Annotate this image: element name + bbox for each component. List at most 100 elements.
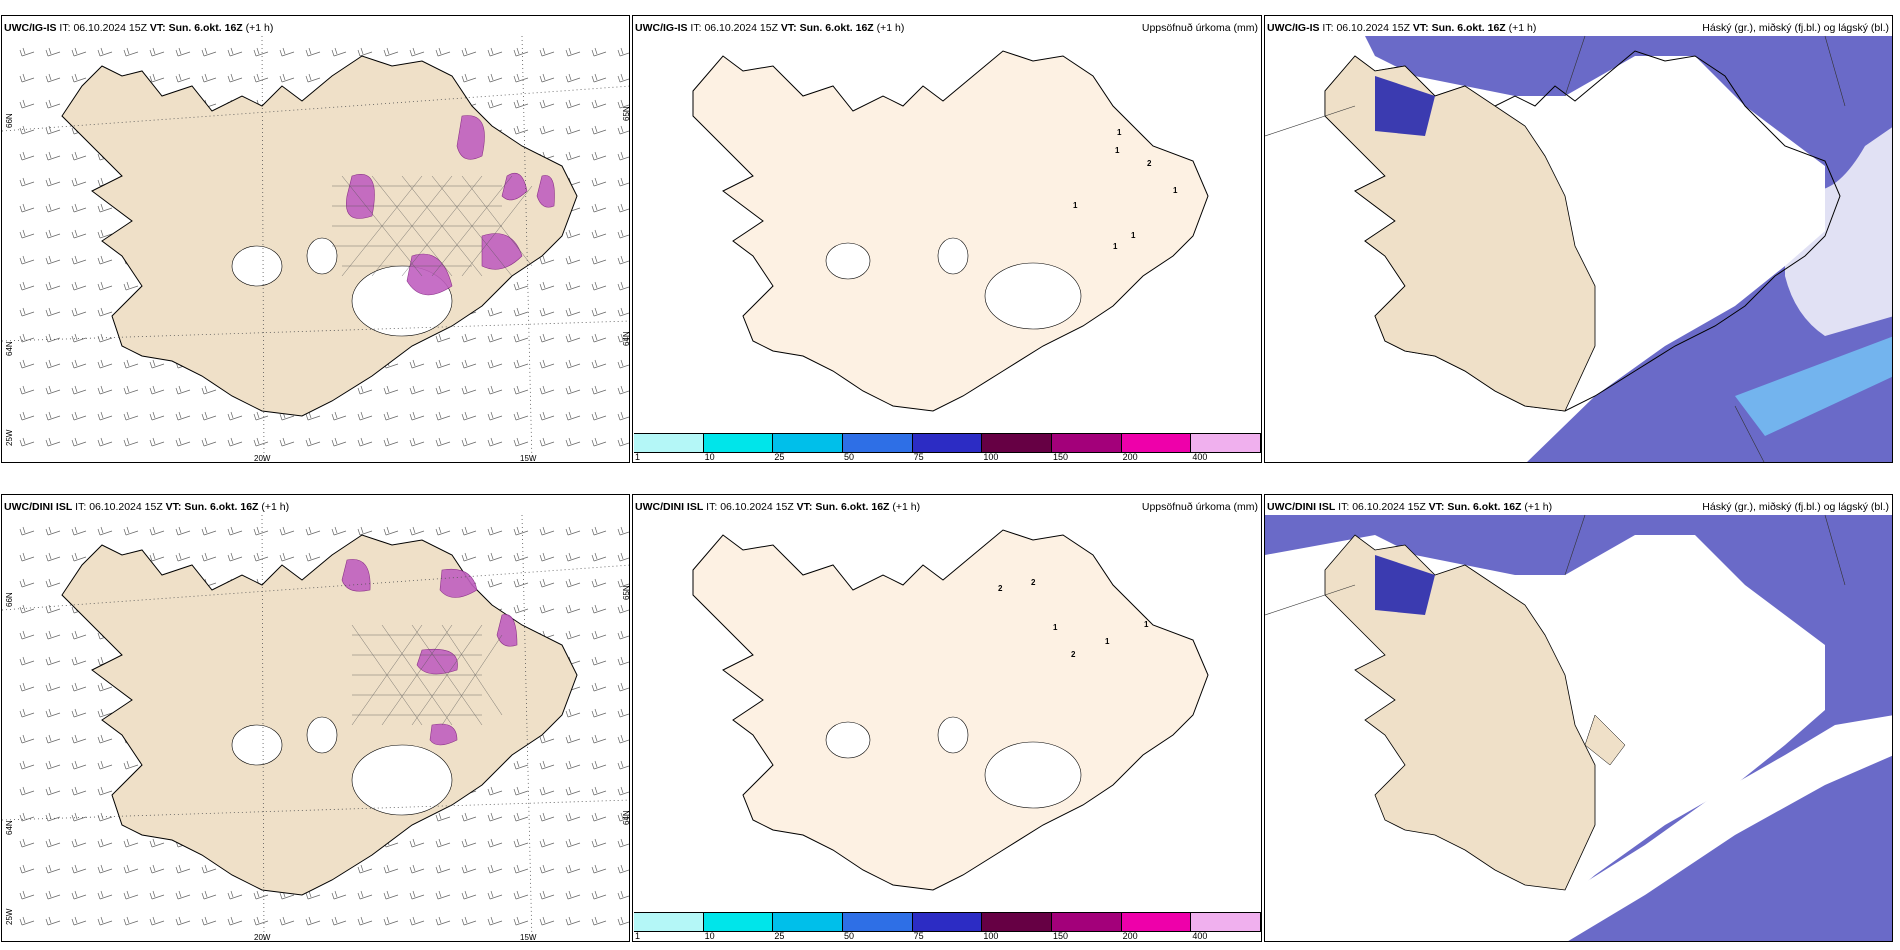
wind-barb [357,437,373,447]
wind-barb [513,526,529,536]
wind-barb [513,578,529,588]
wind-barb [19,333,35,343]
wind-barb [617,604,629,614]
wind-barb [565,47,581,57]
wind-barb [19,125,35,135]
wind-barb [71,47,87,57]
wind-barb [461,838,477,848]
wind-barb [539,734,555,744]
wind-barb [71,151,87,161]
wind-barb [513,604,529,614]
wind-barb [617,151,629,161]
wind-barb [617,47,629,57]
wind-barb [409,916,425,926]
wind-barb [71,177,87,187]
precip-point-label: 1 [1144,620,1149,629]
precip-point-label: 2 [998,584,1003,593]
wind-barb [617,437,629,447]
wind-barb [435,916,451,926]
wind-barb [19,916,35,926]
wind-barb [45,385,61,395]
wind-barb [123,526,139,536]
wind-barb [617,73,629,83]
wind-barb [565,812,581,822]
colorbar-label: 100 [983,931,999,941]
colorbar-label: 50 [844,931,855,941]
wind-barb [19,177,35,187]
wind-barb [539,437,555,447]
wind-barb [149,552,165,562]
colorbar-swatch [1052,913,1122,931]
wind-barb [591,99,607,109]
wind-barb [409,526,425,536]
panel-header: UWC/DINI ISL IT: 06.10.2024 15Z VT: Sun.… [1267,501,1553,513]
wind-barb [565,385,581,395]
wind-barb [513,890,529,900]
wind-barb [539,526,555,536]
panel-header: UWC/IG-IS IT: 06.10.2024 15Z VT: Sun. 6.… [4,22,274,34]
wind-barb [617,307,629,317]
wind-barb [383,526,399,536]
wind-barb [227,526,243,536]
wind-barb [487,437,503,447]
wind-barb [175,552,191,562]
wind-barb [71,760,87,770]
wind-barb [487,838,503,848]
wind-barb [565,760,581,770]
lon-label: 25W [5,908,14,925]
wind-barb [591,578,607,588]
wind-barb [487,307,503,317]
wind-barb [435,864,451,874]
lat-label: 64N [622,331,630,346]
wind-barb [71,526,87,536]
wind-barb [201,552,217,562]
colorbar-label: 400 [1192,931,1208,941]
wind-barb [617,359,629,369]
wind-barb [123,838,139,848]
wind-barb [513,786,529,796]
wind-barb [617,786,629,796]
wind-barb [461,411,477,421]
wind-barb [253,552,269,562]
map-panel-igis-clouds: UWC/IG-IS IT: 06.10.2024 15Z VT: Sun. 6.… [1264,15,1893,463]
wind-barb [591,281,607,291]
wind-barb [71,411,87,421]
wind-barb [539,890,555,900]
wind-barb [45,838,61,848]
wind-barb [513,437,529,447]
wind-barb [279,526,295,536]
wind-barb [565,552,581,562]
wind-barb [565,578,581,588]
precip-colorbar [634,912,1261,932]
wind-barb [513,359,529,369]
wind-barb [19,359,35,369]
wind-barb [279,552,295,562]
wind-barb [201,47,217,57]
wind-barb [19,708,35,718]
wind-barb [591,526,607,536]
wind-barb [45,890,61,900]
wind-barb [71,630,87,640]
wind-barb [409,359,425,369]
wind-barb [123,359,139,369]
wind-barb [71,281,87,291]
panel-header: UWC/DINI ISL IT: 06.10.2024 15Z VT: Sun.… [4,501,290,513]
wind-barb [305,73,321,83]
wind-barb [19,864,35,874]
colorbar-label: 200 [1122,452,1138,462]
colorbar-swatch [634,434,704,452]
wind-barb [617,890,629,900]
wind-barb [305,437,321,447]
colorbar-swatch [843,913,913,931]
wind-barb [45,177,61,187]
wind-barb [227,73,243,83]
wind-barb [617,125,629,135]
wind-barb [591,177,607,187]
iceland-map-precip [692,50,1209,412]
wind-barb [253,411,269,421]
wind-barb [617,708,629,718]
wind-barb [565,125,581,135]
wind-barb [201,73,217,83]
wind-barb [461,812,477,822]
wind-barb [487,578,503,588]
